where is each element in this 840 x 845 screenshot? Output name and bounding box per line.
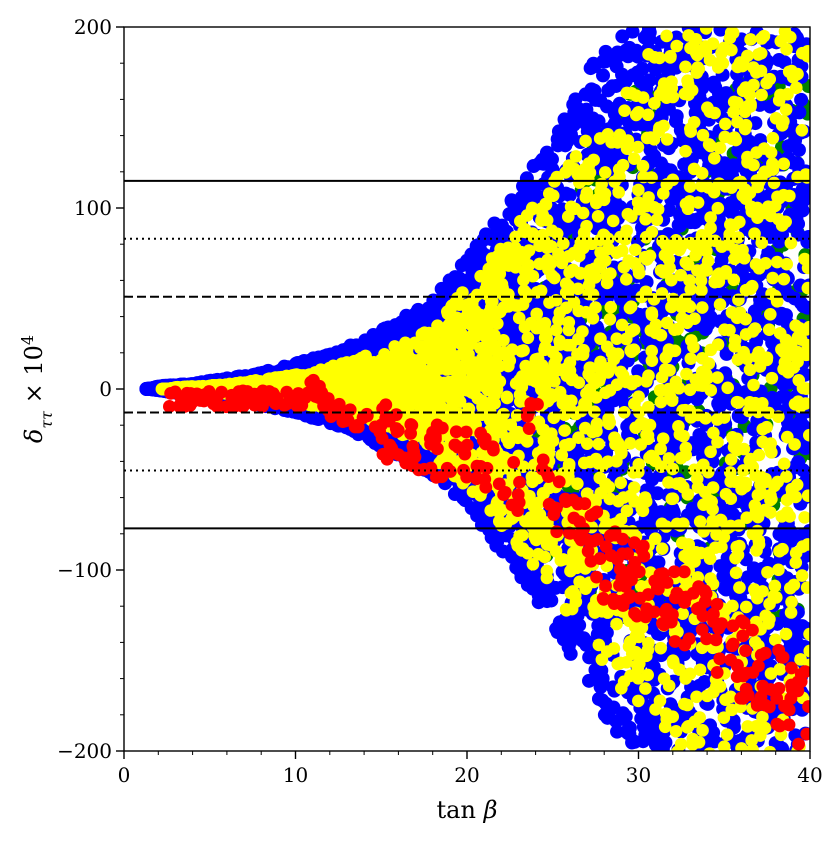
blue-point [617,72,632,87]
blue-point [514,570,529,585]
blue-point [622,727,637,742]
blue-point [796,193,810,208]
blue-point [794,92,809,107]
blue-point [616,706,631,721]
blue-point [654,156,669,171]
blue-point [792,105,807,120]
blue-point [677,647,692,662]
blue-point [687,215,702,230]
blue-point [708,80,723,95]
blue-point [610,724,625,739]
blue-point [615,29,630,44]
plot-area [139,27,810,751]
